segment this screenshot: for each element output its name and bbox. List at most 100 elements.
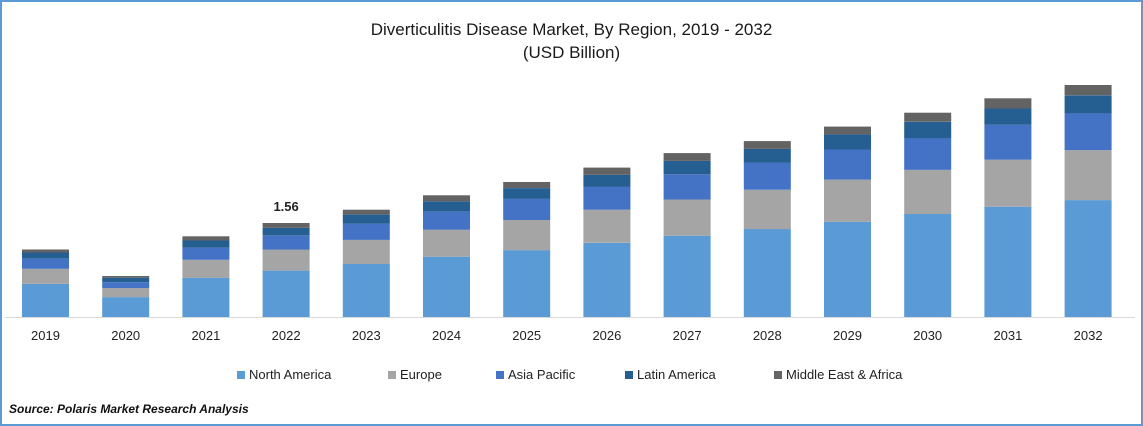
legend-swatch <box>625 370 633 379</box>
bar-europe-2021 <box>182 259 230 278</box>
bar-europe-2028 <box>743 189 791 230</box>
bar-middle-east-africa-2021 <box>182 236 230 241</box>
bar-latin-america-2028 <box>743 148 791 163</box>
bar-asia-pacific-2019 <box>22 258 69 269</box>
legend-item-asia-pacific: Asia Pacific <box>496 367 575 382</box>
bar-europe-2025 <box>503 220 551 251</box>
legend: North America Europe Asia Pacific Latin Ame… <box>0 367 1143 387</box>
bar-north-america-2026 <box>583 242 631 317</box>
x-tick-labels: 2019 2020 2021 2022 2023 2024 2025 2026 2027 2028… <box>31 328 1103 343</box>
bar-europe-2030 <box>904 170 952 214</box>
legend-label: Europe <box>400 367 442 382</box>
data-labels: 1.56 <box>273 199 298 214</box>
bar-latin-america-2031 <box>984 108 1032 125</box>
bar-latin-america-2024 <box>423 201 470 212</box>
bar-middle-east-africa-2019 <box>22 249 69 253</box>
bar-europe-2022 <box>262 249 310 271</box>
x-tick-label: 2024 <box>432 328 461 343</box>
bar-europe-2019 <box>22 268 69 284</box>
bar-asia-pacific-2027 <box>663 174 711 200</box>
legend-label: Asia Pacific <box>508 367 576 382</box>
bar-europe-2031 <box>984 159 1032 207</box>
bar-north-america-2027 <box>663 235 711 317</box>
bar-asia-pacific-2028 <box>743 162 791 190</box>
bar-asia-pacific-2022 <box>262 235 310 250</box>
x-tick-label: 2025 <box>512 328 541 343</box>
legend-label: North America <box>249 367 332 382</box>
bar-north-america-2024 <box>423 256 470 317</box>
bar-north-america-2023 <box>342 264 390 317</box>
x-tick-label: 2032 <box>1074 328 1103 343</box>
bar-middle-east-africa-2032 <box>1064 85 1112 96</box>
legend-label: Middle East & Africa <box>786 367 903 382</box>
x-tick-label: 2026 <box>592 328 621 343</box>
bar-latin-america-2019 <box>22 252 69 259</box>
bar-asia-pacific-2025 <box>503 198 551 220</box>
bar-europe-2024 <box>423 229 470 257</box>
bar-north-america-2031 <box>984 206 1032 317</box>
bar-asia-pacific-2029 <box>824 149 871 180</box>
bar-middle-east-africa-2020 <box>102 276 150 278</box>
bars-group <box>22 85 1112 317</box>
legend-swatch <box>496 370 504 379</box>
bar-europe-2029 <box>824 179 871 222</box>
source-note: Source: Polaris Market Research Analysis <box>9 402 249 416</box>
bar-latin-america-2029 <box>824 134 871 150</box>
legend-item-latin-america: Latin America <box>625 367 716 382</box>
x-tick-label: 2030 <box>913 328 942 343</box>
bar-middle-east-africa-2022 <box>262 223 310 228</box>
bar-asia-pacific-2021 <box>182 247 230 260</box>
bar-middle-east-africa-2031 <box>984 98 1032 109</box>
legend-swatch <box>237 370 245 379</box>
legend-swatch <box>774 370 782 379</box>
bar-asia-pacific-2032 <box>1064 113 1112 151</box>
bar-middle-east-africa-2023 <box>342 209 390 215</box>
bar-middle-east-africa-2028 <box>743 141 791 149</box>
legend-item-middle-east-africa: Middle East & Africa <box>774 367 902 382</box>
bar-north-america-2028 <box>743 229 791 317</box>
bar-middle-east-africa-2024 <box>423 195 470 202</box>
bar-latin-america-2030 <box>904 121 952 139</box>
bar-europe-2032 <box>1064 150 1112 201</box>
x-tick-label: 2019 <box>31 328 60 343</box>
data-label-2022: 1.56 <box>273 199 298 214</box>
chart-title-block: Diverticulitis Disease Market, By Region… <box>0 18 1143 64</box>
bar-middle-east-africa-2027 <box>663 153 711 161</box>
x-tick-label: 2023 <box>352 328 381 343</box>
x-tick-label: 2022 <box>272 328 301 343</box>
bar-north-america-2025 <box>503 250 551 317</box>
bar-europe-2027 <box>663 199 711 236</box>
legend-swatch <box>388 370 396 379</box>
x-tick-label: 2027 <box>673 328 702 343</box>
bar-middle-east-africa-2025 <box>503 182 551 188</box>
bar-latin-america-2032 <box>1064 95 1112 114</box>
bar-latin-america-2020 <box>102 277 150 282</box>
bar-asia-pacific-2030 <box>904 138 952 170</box>
bar-north-america-2021 <box>182 277 230 317</box>
bar-north-america-2022 <box>262 270 310 317</box>
bar-north-america-2020 <box>102 297 150 317</box>
bar-latin-america-2027 <box>663 160 711 175</box>
bar-asia-pacific-2026 <box>583 186 631 210</box>
legend-item-europe: Europe <box>388 367 442 382</box>
legend-label: Latin America <box>637 367 716 382</box>
bar-latin-america-2021 <box>182 240 230 248</box>
bar-north-america-2032 <box>1064 200 1112 317</box>
x-tick-label: 2020 <box>111 328 140 343</box>
bar-latin-america-2026 <box>583 174 631 187</box>
bar-middle-east-africa-2030 <box>904 112 952 122</box>
bar-europe-2020 <box>102 288 150 298</box>
x-tick-label: 2029 <box>833 328 862 343</box>
bar-latin-america-2023 <box>342 214 390 224</box>
bar-middle-east-africa-2029 <box>824 126 871 135</box>
bar-asia-pacific-2020 <box>102 282 150 289</box>
bar-latin-america-2025 <box>503 188 551 199</box>
chart-title: Diverticulitis Disease Market, By Region… <box>370 20 773 39</box>
bar-north-america-2029 <box>824 221 871 317</box>
bar-asia-pacific-2023 <box>342 223 390 240</box>
chart-subtitle: (USD Billion) <box>522 43 621 62</box>
bar-europe-2023 <box>342 239 390 264</box>
bar-latin-america-2022 <box>262 227 310 236</box>
bar-north-america-2019 <box>22 283 69 317</box>
